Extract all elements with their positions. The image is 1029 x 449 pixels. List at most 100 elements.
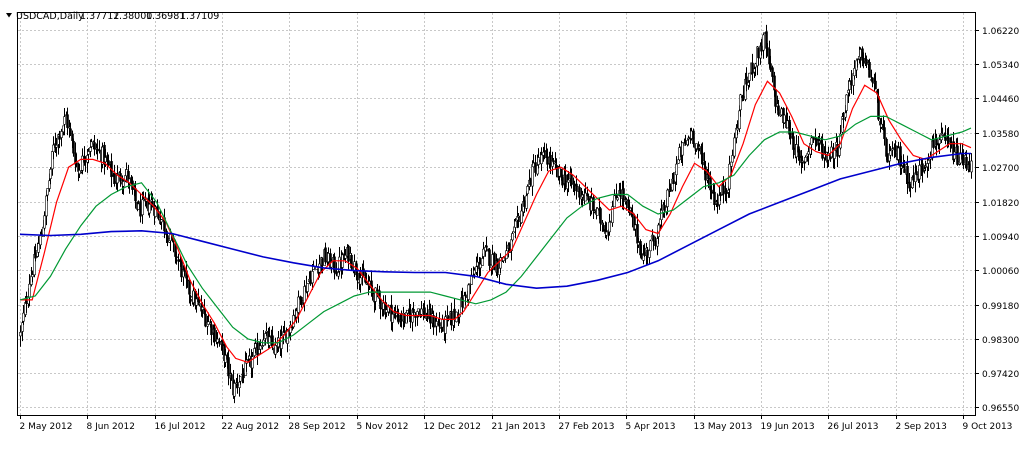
candle-body [853, 68, 856, 77]
header-open: 1.37712 [80, 11, 119, 22]
candle-body [938, 139, 941, 144]
header-high: 1.38000 [113, 11, 152, 22]
candle-body [201, 306, 204, 310]
candle-body [739, 94, 742, 111]
candle-body [649, 240, 652, 252]
price-tick-label: 1.00940 [982, 233, 1019, 243]
candle-body [81, 155, 84, 171]
candle-body [89, 147, 92, 152]
candle-body [719, 194, 722, 197]
candle-body [520, 210, 523, 223]
candle-body [227, 357, 230, 377]
time-tick-label: 21 Jan 2013 [492, 422, 546, 432]
candle-body [49, 169, 52, 179]
candle-body [376, 289, 379, 292]
candle-body [283, 330, 286, 334]
candle-body [297, 296, 300, 313]
candle-body [306, 283, 309, 292]
candle-body [918, 165, 921, 180]
ma-fast-line [20, 80, 972, 363]
candle-body [564, 174, 567, 188]
candle-body [633, 216, 636, 231]
candle-body [45, 195, 48, 217]
candle-body [648, 249, 651, 258]
candle-body [116, 174, 119, 184]
time-tick-label: 19 Jun 2013 [761, 422, 815, 432]
candle-body [324, 247, 327, 263]
candle-body [113, 173, 116, 185]
candle-body [748, 72, 751, 81]
candle-body [804, 157, 807, 163]
candle-body [681, 142, 684, 156]
time-tick-label: 5 Apr 2013 [626, 422, 676, 432]
candle-body [482, 248, 485, 257]
candle-body [616, 197, 619, 201]
candle-body [238, 381, 241, 388]
candle-body [833, 149, 836, 159]
candle-body [55, 144, 58, 148]
candle-body [801, 160, 804, 163]
candle-body [350, 254, 353, 269]
candle-body [248, 355, 251, 360]
candle-body [379, 300, 382, 309]
candle-body [722, 185, 725, 195]
candle-body [84, 160, 87, 162]
candle-body [432, 315, 435, 328]
candle-body [698, 146, 701, 149]
candle-body [333, 256, 336, 273]
candle-body [19, 331, 22, 337]
candle-body [844, 112, 847, 118]
candle-body [526, 186, 529, 194]
candle-body [935, 139, 938, 146]
time-tick-label: 2 Sep 2013 [896, 422, 947, 432]
candle-body [821, 143, 824, 159]
candle-body [374, 287, 377, 302]
price-tick-label: 1.01820 [982, 199, 1019, 209]
candle-body [567, 179, 570, 183]
candle-body [496, 258, 499, 273]
candle-body [856, 58, 859, 61]
candle-body [230, 374, 233, 380]
candle-body [233, 383, 236, 397]
candle-body [154, 206, 157, 217]
candle-body [78, 170, 81, 175]
candle-body [224, 354, 227, 363]
candle-body [256, 342, 259, 356]
price-tick-label: 1.06220 [982, 27, 1019, 37]
candle-body [180, 261, 183, 278]
candle-body [660, 210, 663, 220]
candle-body [792, 136, 795, 150]
candle-body [175, 256, 178, 259]
candle-body [213, 327, 216, 342]
time-tick-label: 12 Dec 2012 [424, 422, 482, 432]
candle-body [736, 127, 739, 131]
triangle-down-icon[interactable] [6, 13, 12, 18]
time-tick-label: 5 Nov 2012 [357, 422, 409, 432]
candle-body [891, 148, 894, 151]
candle-body [207, 321, 210, 325]
candle-body [874, 80, 877, 90]
candle-body [204, 313, 207, 327]
price-tick-label: 1.00060 [982, 267, 1019, 277]
candle-body [98, 149, 101, 152]
price-tick-label: 0.99180 [982, 302, 1019, 312]
candle-body [915, 171, 918, 175]
candle-body [671, 178, 674, 191]
candle-body [142, 198, 145, 200]
candle-body [725, 191, 728, 194]
candle-body [730, 161, 733, 167]
candle-body [166, 235, 169, 243]
candle-body [195, 298, 198, 306]
candle-body [525, 195, 528, 209]
candle-body [584, 192, 587, 202]
candle-body [122, 181, 125, 187]
candle-body [789, 132, 792, 136]
candle-body [798, 150, 801, 158]
candle-body [186, 279, 189, 282]
candle-body [824, 151, 827, 154]
candle-body [216, 338, 219, 343]
candle-body [192, 290, 195, 303]
candle-body [90, 141, 93, 147]
